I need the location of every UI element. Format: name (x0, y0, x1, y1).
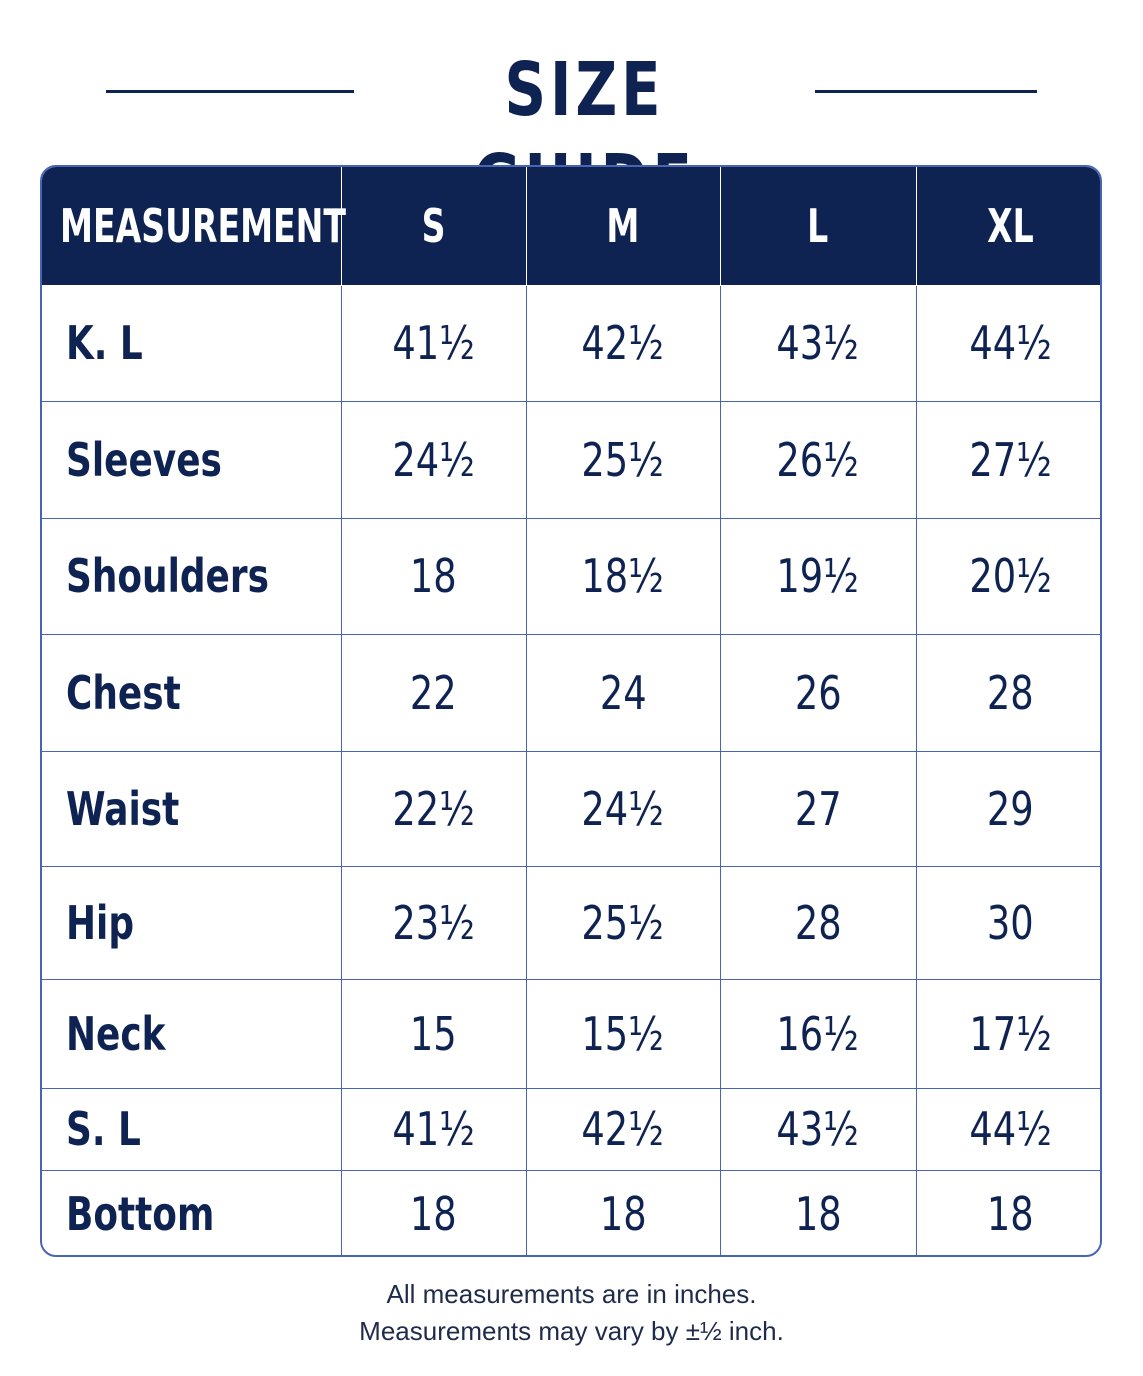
table-cell: 43½ (719, 284, 917, 402)
header-size-m: M (525, 167, 721, 286)
footnote-units: All measurements are in inches. (386, 1279, 757, 1309)
table-row: Sleeves 24½ 25½ 26½ 27½ (42, 400, 1100, 519)
table-cell: 15½ (525, 978, 721, 1089)
row-label: Chest (42, 633, 342, 752)
table-cell: 22½ (340, 750, 527, 867)
table-cell: 41½ (340, 1087, 527, 1171)
size-table: MEASUREMENT S M L XL K. L 41½ 42½ 43½ 44… (42, 167, 1100, 1255)
table-cell: 25½ (525, 400, 721, 519)
table-cell: 19½ (719, 517, 917, 635)
table-cell: 18 (340, 517, 527, 635)
row-label: Shoulders (42, 517, 342, 635)
table-cell: 17½ (915, 978, 1100, 1089)
table-cell: 26 (719, 633, 917, 752)
table-cell: 26½ (719, 400, 917, 519)
table-cell: 29 (915, 750, 1100, 867)
table-cell: 44½ (915, 284, 1100, 402)
table-row: Bottom 18 18 18 18 (42, 1169, 1100, 1255)
table-row: Hip 23½ 25½ 28 30 (42, 865, 1100, 980)
table-cell: 42½ (525, 284, 721, 402)
table-row: K. L 41½ 42½ 43½ 44½ (42, 284, 1100, 402)
footnote-tolerance: Measurements may vary by ±½ inch. (359, 1316, 784, 1346)
header-size-xl: XL (915, 167, 1100, 286)
table-cell: 16½ (719, 978, 917, 1089)
row-label: Sleeves (42, 400, 342, 519)
table-row: Chest 22 24 26 28 (42, 633, 1100, 752)
header-row: MEASUREMENT S M L XL (42, 167, 1100, 286)
header-size-l: L (719, 167, 917, 286)
header-measurement: MEASUREMENT (42, 167, 346, 286)
row-label: Hip (42, 865, 342, 980)
table-row: Waist 22½ 24½ 27 29 (42, 750, 1100, 867)
table-cell: 24½ (340, 400, 527, 519)
table-cell: 42½ (525, 1087, 721, 1171)
table-cell: 28 (915, 633, 1100, 752)
title-area: SIZE GUIDE (0, 40, 1143, 225)
footnotes: All measurements are in inches. Measurem… (0, 1276, 1143, 1350)
table-cell: 23½ (340, 865, 527, 980)
table-cell: 44½ (915, 1087, 1100, 1171)
table-cell: 24 (525, 633, 721, 752)
row-label: Waist (42, 750, 342, 867)
table-cell: 27½ (915, 400, 1100, 519)
header-size-s: S (340, 167, 527, 286)
table-cell: 18 (340, 1169, 527, 1255)
table-cell: 18 (915, 1169, 1100, 1255)
table-cell: 25½ (525, 865, 721, 980)
row-label: Neck (42, 978, 342, 1089)
table-cell: 18 (525, 1169, 721, 1255)
row-label: Bottom (42, 1169, 342, 1255)
table-row: S. L 41½ 42½ 43½ 44½ (42, 1087, 1100, 1171)
title-rule-right (815, 90, 1037, 93)
table-cell: 20½ (915, 517, 1100, 635)
table-cell: 28 (719, 865, 917, 980)
table-cell: 18½ (525, 517, 721, 635)
row-label: S. L (42, 1087, 342, 1171)
table-cell: 41½ (340, 284, 527, 402)
title-rule-left (106, 90, 354, 93)
table-cell: 22 (340, 633, 527, 752)
table-row: Neck 15 15½ 16½ 17½ (42, 978, 1100, 1089)
table-cell: 43½ (719, 1087, 917, 1171)
table-cell: 27 (719, 750, 917, 867)
table-cell: 15 (340, 978, 527, 1089)
row-label: K. L (42, 284, 342, 402)
table-row: Shoulders 18 18½ 19½ 20½ (42, 517, 1100, 635)
table-cell: 18 (719, 1169, 917, 1255)
table-cell: 30 (915, 865, 1100, 980)
size-table-container: MEASUREMENT S M L XL K. L 41½ 42½ 43½ 44… (40, 165, 1102, 1257)
table-cell: 24½ (525, 750, 721, 867)
